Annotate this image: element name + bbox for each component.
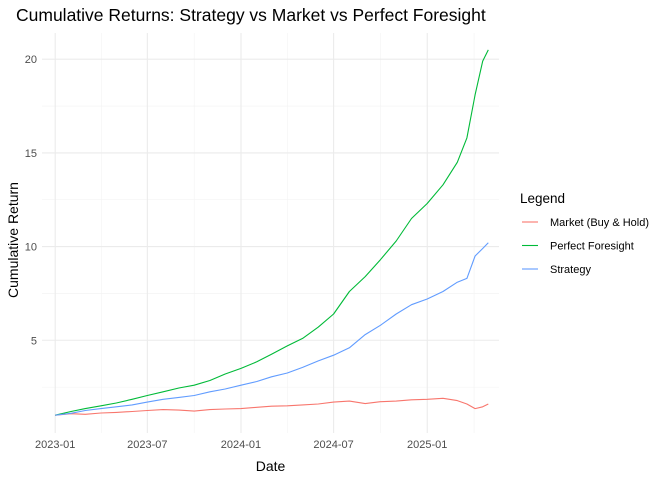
series-line-market-buy-hold <box>55 397 489 416</box>
major-gridlines <box>42 33 499 433</box>
x-tick-label: 2024-01 <box>221 439 261 451</box>
y-tick-label: 20 <box>25 54 37 66</box>
x-tick-label: 2024-07 <box>313 439 353 451</box>
chart-title: Cumulative Returns: Strategy vs Market v… <box>16 5 486 25</box>
legend-label-strategy: Strategy <box>550 264 591 276</box>
legend: Legend Market (Buy & Hold) Perfect Foresi… <box>520 191 649 276</box>
minor-gridlines <box>42 33 499 433</box>
x-tick-label: 2025-01 <box>407 439 447 451</box>
series-lines <box>55 49 489 416</box>
x-tick-label: 2023-01 <box>35 439 75 451</box>
y-tick-label: 10 <box>25 242 37 254</box>
y-axis-tick-labels: 5 10 15 20 <box>25 54 37 347</box>
x-axis-title: Date <box>256 458 286 474</box>
y-axis-title: Cumulative Return <box>5 182 21 298</box>
x-axis-tick-labels: 2023-01 2023-07 2024-01 2024-07 2025-01 <box>35 439 447 451</box>
y-tick-label: 15 <box>25 148 37 160</box>
legend-label-market-buy-hold: Market (Buy & Hold) <box>550 217 649 229</box>
legend-title: Legend <box>520 191 565 206</box>
legend-label-perfect-foresight: Perfect Foresight <box>550 241 634 253</box>
x-tick-label: 2023-07 <box>127 439 167 451</box>
y-tick-label: 5 <box>31 335 37 347</box>
series-line-strategy <box>55 242 489 416</box>
series-line-perfect-foresight <box>55 49 489 416</box>
